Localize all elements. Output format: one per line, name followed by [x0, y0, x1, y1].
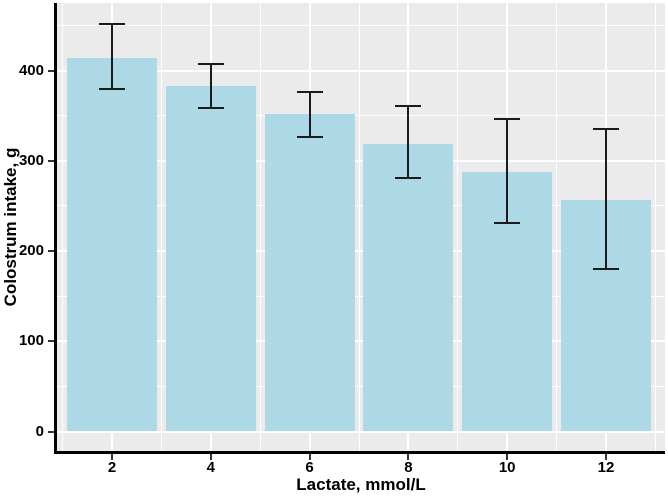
gridline-minor-horizontal — [57, 115, 665, 117]
error-bar-line — [209, 64, 212, 108]
x-tick-label: 10 — [498, 459, 516, 476]
error-bar-cap-top — [494, 118, 521, 121]
error-bar-line — [605, 129, 607, 270]
error-bar-line — [407, 105, 410, 178]
y-tick-label: 100 — [18, 332, 44, 350]
gridline-minor-horizontal — [57, 24, 665, 26]
bar — [165, 85, 256, 432]
gridline-major-horizontal — [57, 159, 665, 162]
error-bar-cap-bottom — [197, 106, 224, 109]
gridline-minor-vertical — [160, 3, 162, 451]
bar — [363, 143, 454, 432]
error-bar-cap-top — [593, 128, 619, 131]
x-tick-label: 4 — [206, 459, 215, 476]
gridline-major-horizontal — [57, 430, 665, 433]
gridline-major-horizontal — [57, 250, 665, 252]
error-bar-line — [308, 92, 311, 138]
y-tick-mark — [48, 250, 54, 252]
x-tick-mark — [407, 454, 410, 460]
error-bar-cap-bottom — [593, 268, 619, 271]
x-axis-line — [54, 451, 665, 454]
error-bar-cap-bottom — [296, 136, 323, 139]
bar — [67, 57, 157, 432]
y-tick-mark — [48, 159, 54, 162]
gridline-minor-vertical — [358, 3, 360, 451]
error-bar-line — [506, 119, 509, 224]
x-tick-label: 2 — [107, 459, 117, 476]
gridline-minor-horizontal — [57, 385, 665, 387]
error-bar-cap-bottom — [494, 222, 521, 225]
y-tick-label: 400 — [18, 61, 44, 79]
x-tick-mark — [308, 454, 311, 460]
y-tick-label: 300 — [18, 151, 44, 169]
y-tick-mark — [48, 69, 54, 72]
x-tick-label: 8 — [404, 459, 413, 476]
y-tick-mark — [48, 340, 54, 343]
x-axis-title: Lactate, mmol/L — [296, 475, 426, 494]
error-bar-cap-top — [197, 63, 224, 66]
y-tick-label: 0 — [35, 422, 44, 440]
gridline-minor-horizontal — [57, 295, 665, 297]
gridline-minor-vertical — [62, 3, 64, 451]
gridline-minor-vertical — [457, 3, 459, 451]
gridline-minor-horizontal — [57, 205, 665, 207]
gridline-major-horizontal — [57, 340, 665, 343]
error-bar-cap-top — [395, 104, 422, 107]
y-axis-line — [54, 3, 57, 454]
gridline-minor-vertical — [556, 3, 558, 451]
gridline-minor-vertical — [259, 3, 261, 451]
error-bar-cap-bottom — [395, 176, 422, 179]
x-tick-mark — [111, 454, 113, 460]
error-bar-line — [111, 23, 113, 90]
gridline-minor-vertical — [654, 3, 656, 451]
x-tick-label: 6 — [305, 459, 314, 476]
error-bar-cap-top — [99, 22, 125, 25]
x-tick-mark — [209, 454, 212, 460]
gridline-major-horizontal — [57, 69, 665, 72]
x-tick-label: 12 — [597, 459, 615, 476]
x-tick-mark — [506, 454, 509, 460]
y-tick-mark — [48, 430, 54, 433]
y-tick-label: 200 — [18, 242, 44, 259]
bar — [264, 113, 355, 432]
plot-panel — [57, 3, 665, 451]
error-bar-cap-bottom — [99, 88, 125, 91]
error-bar-cap-top — [296, 91, 323, 94]
x-tick-mark — [605, 454, 607, 460]
